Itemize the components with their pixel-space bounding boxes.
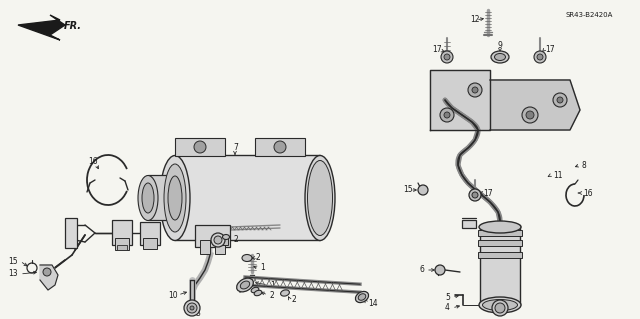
Circle shape: [472, 87, 478, 93]
Bar: [175, 155, 320, 240]
Bar: [112, 220, 132, 245]
Ellipse shape: [280, 290, 289, 296]
Circle shape: [469, 189, 481, 201]
Text: 17: 17: [545, 46, 555, 55]
Circle shape: [526, 111, 534, 119]
Circle shape: [187, 303, 197, 313]
Text: 15: 15: [403, 186, 413, 195]
Bar: [175, 138, 225, 156]
Text: 2: 2: [270, 291, 275, 300]
Circle shape: [274, 141, 286, 153]
Text: 14: 14: [368, 299, 378, 308]
Bar: [65, 218, 77, 248]
Ellipse shape: [355, 292, 369, 302]
Circle shape: [184, 300, 200, 316]
Bar: [140, 222, 160, 245]
Bar: [115, 238, 129, 250]
Bar: [148, 175, 178, 220]
Circle shape: [440, 108, 454, 122]
Bar: [143, 238, 157, 249]
Circle shape: [553, 93, 567, 107]
Text: FR.: FR.: [64, 21, 82, 31]
Ellipse shape: [307, 160, 333, 235]
Ellipse shape: [241, 281, 250, 289]
Polygon shape: [430, 70, 490, 130]
Ellipse shape: [305, 155, 335, 241]
Ellipse shape: [254, 290, 262, 296]
Circle shape: [444, 54, 450, 60]
Circle shape: [492, 300, 508, 316]
Ellipse shape: [479, 221, 521, 233]
Text: 2: 2: [255, 254, 260, 263]
Text: 6: 6: [420, 265, 425, 275]
Ellipse shape: [142, 183, 154, 213]
Circle shape: [537, 54, 543, 60]
Circle shape: [534, 51, 546, 63]
Text: 7: 7: [233, 144, 238, 152]
Text: 16: 16: [88, 158, 98, 167]
Text: 2: 2: [234, 235, 239, 244]
Text: 2: 2: [292, 295, 297, 305]
Circle shape: [435, 265, 445, 275]
Circle shape: [190, 306, 194, 310]
Text: 4: 4: [445, 303, 450, 313]
Ellipse shape: [242, 255, 252, 262]
Ellipse shape: [483, 300, 518, 310]
Bar: [215, 240, 225, 254]
Text: SR43-B2420A: SR43-B2420A: [565, 12, 612, 18]
Bar: [478, 240, 522, 246]
Bar: [220, 235, 228, 245]
Circle shape: [211, 233, 225, 247]
Circle shape: [43, 268, 51, 276]
Text: 15: 15: [8, 256, 18, 265]
Circle shape: [418, 185, 428, 195]
Polygon shape: [490, 80, 580, 130]
Text: 13: 13: [8, 270, 18, 278]
Ellipse shape: [160, 155, 190, 241]
Text: 16: 16: [583, 189, 593, 197]
Text: 1: 1: [270, 280, 275, 290]
Ellipse shape: [251, 287, 259, 293]
Text: 10: 10: [168, 291, 178, 300]
Ellipse shape: [168, 176, 182, 220]
Bar: [462, 220, 476, 228]
Text: 8: 8: [582, 160, 587, 169]
Bar: [480, 225, 520, 305]
Circle shape: [444, 112, 450, 118]
Circle shape: [441, 51, 453, 63]
Text: 3: 3: [205, 242, 210, 251]
Circle shape: [495, 303, 505, 313]
Bar: [195, 225, 230, 247]
Ellipse shape: [491, 51, 509, 63]
Text: 3: 3: [195, 308, 200, 317]
Circle shape: [557, 97, 563, 103]
Text: 12: 12: [470, 16, 479, 25]
Ellipse shape: [164, 164, 186, 232]
Ellipse shape: [479, 297, 521, 313]
Circle shape: [472, 192, 478, 198]
Circle shape: [214, 236, 222, 244]
Text: 17: 17: [483, 189, 493, 197]
Text: 5: 5: [445, 293, 450, 301]
Text: 1: 1: [260, 263, 265, 272]
Polygon shape: [40, 265, 58, 290]
Bar: [255, 138, 305, 156]
Text: 9: 9: [497, 41, 502, 50]
Ellipse shape: [223, 234, 230, 240]
Bar: [117, 245, 127, 250]
Circle shape: [468, 83, 482, 97]
Circle shape: [194, 141, 206, 153]
Ellipse shape: [237, 278, 253, 292]
Text: 11: 11: [553, 170, 563, 180]
Ellipse shape: [358, 294, 366, 300]
Ellipse shape: [138, 175, 158, 220]
Ellipse shape: [495, 54, 506, 61]
Polygon shape: [18, 15, 65, 40]
Circle shape: [522, 107, 538, 123]
Bar: [478, 252, 522, 258]
Bar: [200, 240, 210, 254]
Text: 17: 17: [432, 46, 442, 55]
Bar: [478, 230, 522, 236]
